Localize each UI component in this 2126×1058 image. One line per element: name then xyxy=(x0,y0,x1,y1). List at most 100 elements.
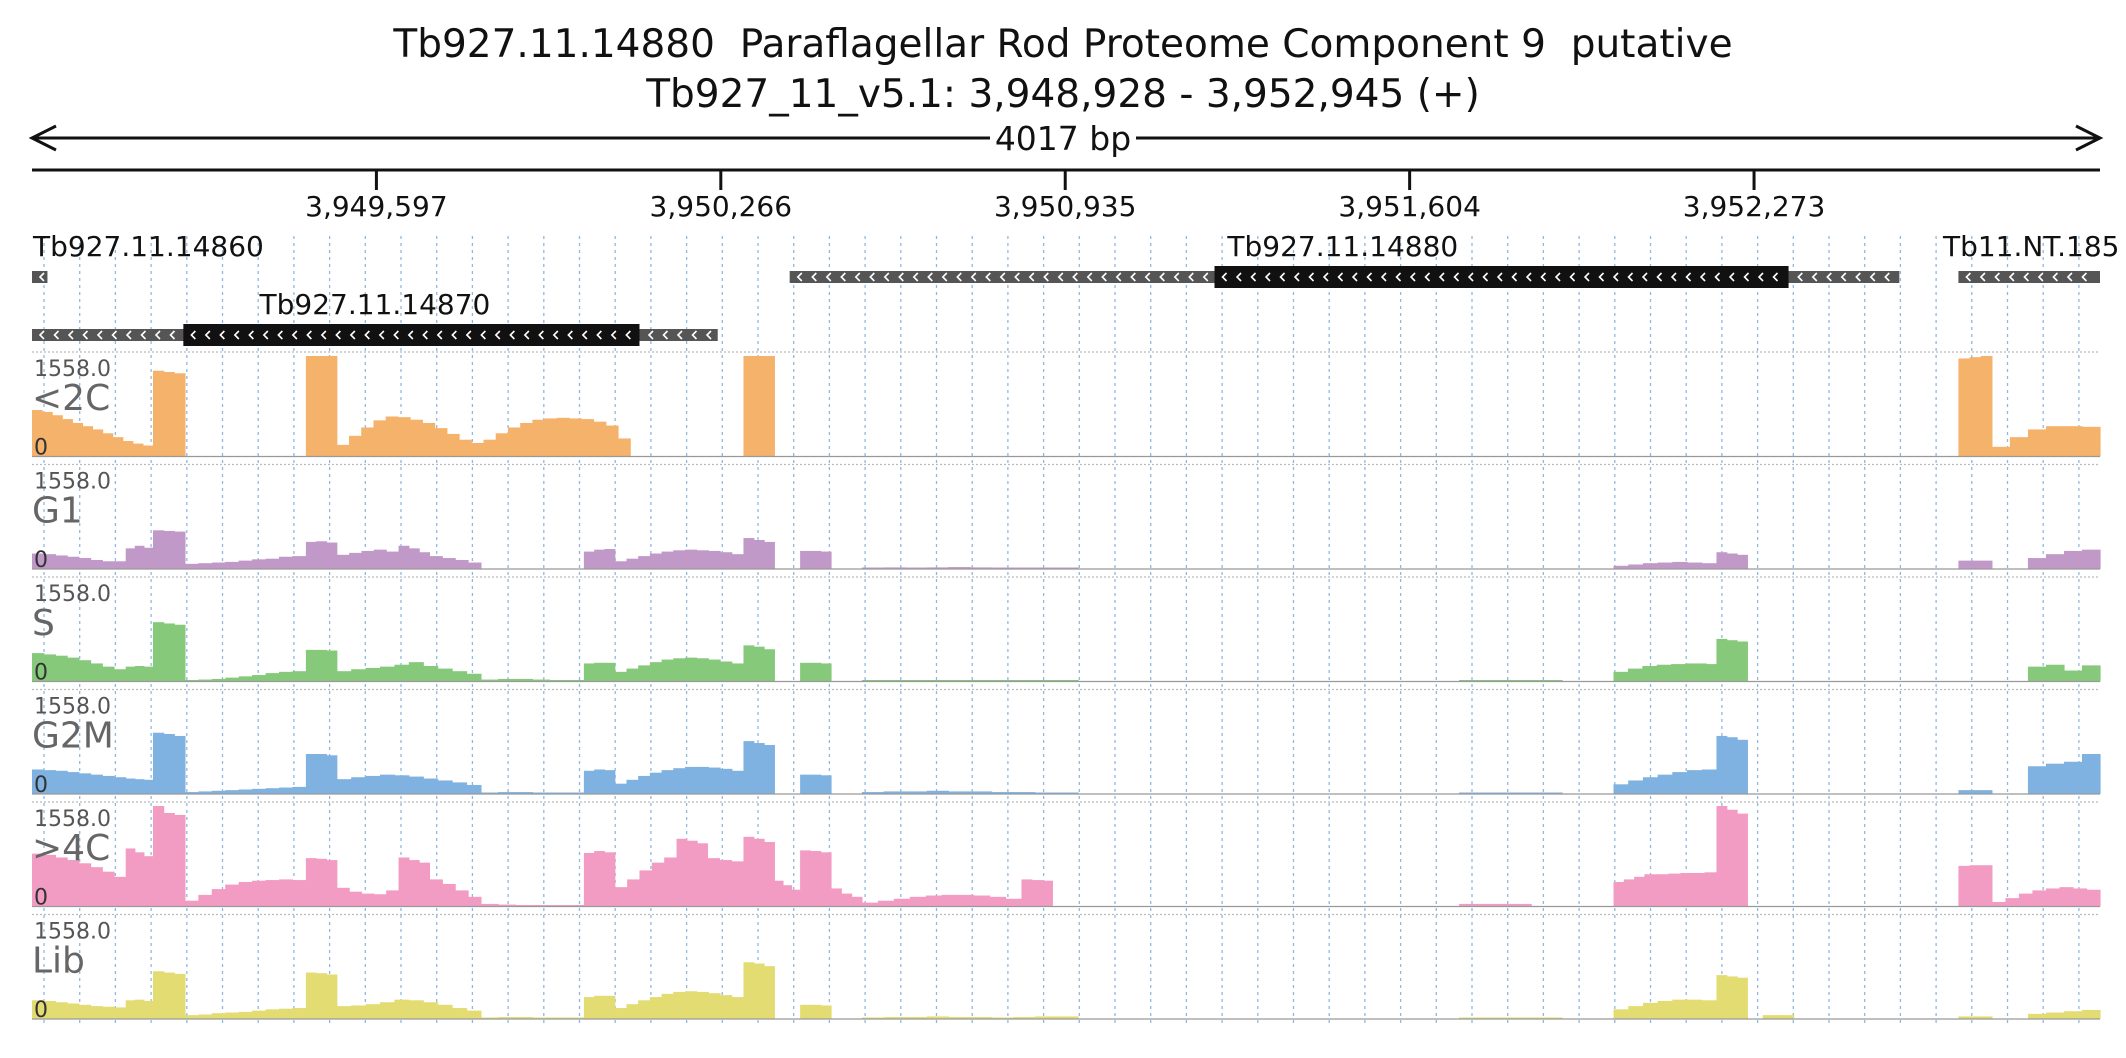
coverage-bar xyxy=(434,428,448,457)
coverage-bar xyxy=(515,1017,533,1019)
strand-chevron xyxy=(378,330,385,340)
coverage-bar xyxy=(326,755,338,794)
coverage-bar xyxy=(2081,665,2101,682)
coverage-bar xyxy=(1056,680,1079,682)
strand-chevron xyxy=(306,330,312,340)
gene-label: Tb11.NT.185 xyxy=(1942,230,2119,263)
coverage-bar xyxy=(62,419,73,457)
coverage-bar xyxy=(948,1017,971,1019)
coverage-bar xyxy=(336,671,352,682)
coverage-bar xyxy=(708,767,721,794)
strand-chevron xyxy=(662,330,669,340)
coverage-bar xyxy=(673,550,686,569)
coverage-bar xyxy=(394,775,410,794)
coverage-track: 1558.0>4C 0 xyxy=(32,801,2101,911)
strand-chevron xyxy=(154,330,161,340)
strand-chevron xyxy=(523,330,530,340)
coverage-bar xyxy=(252,675,267,682)
gene-feature: Tb927.11.14870 xyxy=(32,288,718,346)
coverage-bar xyxy=(549,1017,568,1019)
coverage-bar xyxy=(707,858,721,907)
coverage-bar xyxy=(174,814,186,907)
coverage-bar xyxy=(764,356,775,457)
strand-chevron xyxy=(96,330,103,340)
coverage-bar xyxy=(594,851,606,907)
coverage-bar xyxy=(252,559,267,569)
coverage-bar xyxy=(184,792,199,794)
coverage-bar xyxy=(549,905,568,907)
coverage-bar xyxy=(566,905,585,907)
coverage-bar xyxy=(1642,777,1659,794)
coverage-bar xyxy=(55,857,68,907)
coverage-bar xyxy=(386,890,400,907)
coverage-bar xyxy=(661,993,674,1019)
coverage-bar xyxy=(410,419,423,457)
track-min-label: 0 xyxy=(34,773,48,798)
coverage-bar xyxy=(800,550,811,569)
span-arrow: 4017 bp xyxy=(28,118,2104,158)
tick-label: 3,951,604 xyxy=(1338,190,1481,223)
coverage-bar xyxy=(480,903,499,907)
strand-chevron xyxy=(407,330,414,340)
coverage-bar xyxy=(594,549,606,569)
coverage-bar xyxy=(764,744,775,794)
coverage-bar xyxy=(198,563,213,569)
coverage-bar xyxy=(973,895,991,907)
coverage-bar xyxy=(113,777,127,794)
coverage-bar xyxy=(2009,437,2029,457)
coverage-bar xyxy=(471,442,485,457)
coverage-bar xyxy=(1701,769,1718,794)
coverage-bar xyxy=(532,905,551,907)
coverage-bar xyxy=(731,997,745,1019)
coverage-bar xyxy=(604,852,616,907)
strand-chevron xyxy=(538,330,544,340)
coverage-bar xyxy=(569,418,582,457)
coverage-bar xyxy=(305,356,317,457)
strand-chevron xyxy=(2023,272,2029,282)
coverage-bar xyxy=(1701,1000,1718,1019)
coverage-bar xyxy=(113,669,127,682)
coverage-bar xyxy=(1613,784,1629,794)
coverage-bar xyxy=(265,880,280,907)
coverage-bar xyxy=(861,902,879,907)
tick-label: 3,950,266 xyxy=(650,190,793,223)
coverage-bar xyxy=(423,778,439,794)
coverage-bar xyxy=(1623,879,1635,907)
coverage-bar xyxy=(1969,560,1982,569)
coverage-bar xyxy=(1520,792,1543,794)
coverage-bar xyxy=(627,879,641,907)
coverage-bar xyxy=(225,884,240,907)
coverage-bar xyxy=(1657,774,1673,794)
coverage-bar xyxy=(373,420,387,457)
strand-chevron xyxy=(912,272,919,282)
coverage-bar xyxy=(651,862,665,907)
track-max-label: 1558.0 xyxy=(34,582,111,607)
coverage-bar xyxy=(198,1014,213,1019)
strand-chevron xyxy=(320,330,327,340)
coverage-bar xyxy=(42,411,53,457)
coverage-bar xyxy=(515,678,533,682)
coverage-bar xyxy=(1716,552,1728,569)
coverage-bar xyxy=(1706,664,1718,682)
coverage-bar xyxy=(278,1008,294,1019)
coverage-bar xyxy=(442,558,456,569)
strand-chevron xyxy=(335,330,341,340)
coverage-bar xyxy=(326,974,338,1019)
gene-label: Tb927.11.14870 xyxy=(259,288,491,321)
coverage-bar xyxy=(638,775,651,794)
coverage-bar xyxy=(437,1004,453,1019)
coverage-bar xyxy=(2081,426,2101,457)
strand-chevron xyxy=(277,330,283,340)
strand-chevron xyxy=(1714,272,1721,282)
coverage-bar xyxy=(614,671,628,682)
strand-chevron xyxy=(1641,272,1648,282)
coverage-bar xyxy=(1657,1000,1673,1019)
coverage-bar xyxy=(55,655,68,682)
coverage-bar xyxy=(830,888,842,907)
coverage-bar xyxy=(152,971,165,1019)
strand-chevron xyxy=(1656,272,1663,282)
coverage-bar xyxy=(696,658,709,682)
coverage-bar xyxy=(1541,1017,1563,1019)
coverage-bar xyxy=(1500,680,1522,682)
